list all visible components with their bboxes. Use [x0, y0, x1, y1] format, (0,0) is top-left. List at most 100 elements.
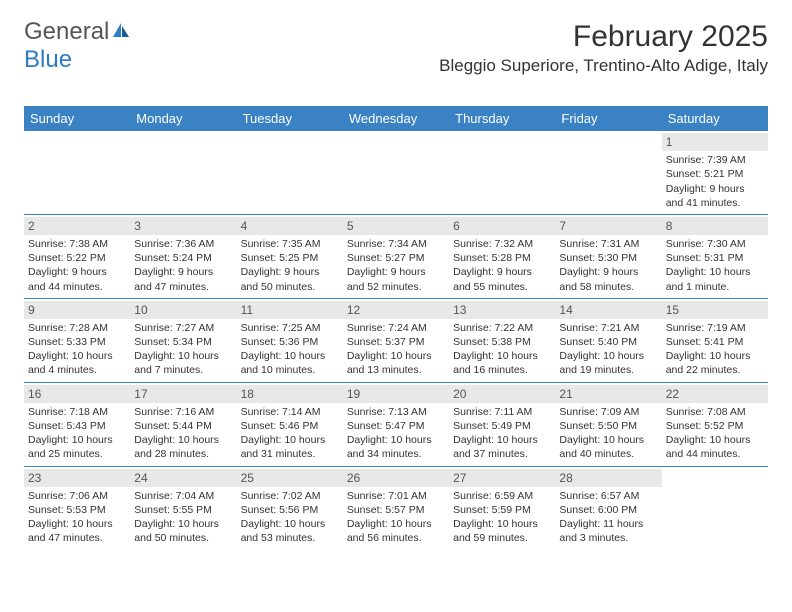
- day-cell: 22Sunrise: 7:08 AMSunset: 5:52 PMDayligh…: [662, 383, 768, 466]
- sunset-text: Sunset: 5:41 PM: [666, 335, 764, 349]
- sunset-text: Sunset: 5:43 PM: [28, 419, 126, 433]
- day-header: Wednesday: [343, 106, 449, 131]
- day-cell: 19Sunrise: 7:13 AMSunset: 5:47 PMDayligh…: [343, 383, 449, 466]
- daylight2-text: and 40 minutes.: [559, 447, 657, 461]
- daylight1-text: Daylight: 10 hours: [666, 433, 764, 447]
- sunrise-text: Sunrise: 7:28 AM: [28, 321, 126, 335]
- day-number: 24: [130, 469, 236, 487]
- day-number: 6: [449, 217, 555, 235]
- logo: General: [24, 20, 131, 44]
- title-block: February 2025 Bleggio Superiore, Trentin…: [439, 20, 768, 76]
- day-number: 20: [449, 385, 555, 403]
- empty-cell: [24, 131, 130, 214]
- sunrise-text: Sunrise: 7:02 AM: [241, 489, 339, 503]
- daylight2-text: and 56 minutes.: [347, 531, 445, 545]
- daylight1-text: Daylight: 10 hours: [453, 517, 551, 531]
- sunset-text: Sunset: 5:25 PM: [241, 251, 339, 265]
- sunrise-text: Sunrise: 7:30 AM: [666, 237, 764, 251]
- daylight1-text: Daylight: 9 hours: [666, 182, 764, 196]
- day-number: 4: [237, 217, 343, 235]
- day-cell: 20Sunrise: 7:11 AMSunset: 5:49 PMDayligh…: [449, 383, 555, 466]
- calendar: Sunday Monday Tuesday Wednesday Thursday…: [24, 106, 768, 549]
- sunrise-text: Sunrise: 7:38 AM: [28, 237, 126, 251]
- day-number: 12: [343, 301, 449, 319]
- sunset-text: Sunset: 5:47 PM: [347, 419, 445, 433]
- sunset-text: Sunset: 5:57 PM: [347, 503, 445, 517]
- week-row: 23Sunrise: 7:06 AMSunset: 5:53 PMDayligh…: [24, 466, 768, 550]
- sunrise-text: Sunrise: 7:09 AM: [559, 405, 657, 419]
- day-header: Monday: [130, 106, 236, 131]
- day-number: 23: [24, 469, 130, 487]
- day-cell: 17Sunrise: 7:16 AMSunset: 5:44 PMDayligh…: [130, 383, 236, 466]
- daylight1-text: Daylight: 9 hours: [28, 265, 126, 279]
- daylight1-text: Daylight: 10 hours: [559, 349, 657, 363]
- day-cell: 26Sunrise: 7:01 AMSunset: 5:57 PMDayligh…: [343, 467, 449, 550]
- day-number: 7: [555, 217, 661, 235]
- week-row: 2Sunrise: 7:38 AMSunset: 5:22 PMDaylight…: [24, 214, 768, 298]
- sunset-text: Sunset: 5:44 PM: [134, 419, 232, 433]
- daylight1-text: Daylight: 10 hours: [666, 265, 764, 279]
- day-cell: 23Sunrise: 7:06 AMSunset: 5:53 PMDayligh…: [24, 467, 130, 550]
- daylight2-text: and 59 minutes.: [453, 531, 551, 545]
- sunrise-text: Sunrise: 7:16 AM: [134, 405, 232, 419]
- sunset-text: Sunset: 5:55 PM: [134, 503, 232, 517]
- daylight2-text: and 34 minutes.: [347, 447, 445, 461]
- daylight1-text: Daylight: 10 hours: [28, 517, 126, 531]
- sunset-text: Sunset: 5:33 PM: [28, 335, 126, 349]
- sunrise-text: Sunrise: 7:36 AM: [134, 237, 232, 251]
- sunset-text: Sunset: 5:22 PM: [28, 251, 126, 265]
- day-header-row: Sunday Monday Tuesday Wednesday Thursday…: [24, 106, 768, 131]
- day-number: 17: [130, 385, 236, 403]
- daylight1-text: Daylight: 10 hours: [28, 349, 126, 363]
- sunrise-text: Sunrise: 7:32 AM: [453, 237, 551, 251]
- day-number: 14: [555, 301, 661, 319]
- daylight2-text: and 47 minutes.: [28, 531, 126, 545]
- daylight1-text: Daylight: 10 hours: [347, 349, 445, 363]
- sunrise-text: Sunrise: 7:08 AM: [666, 405, 764, 419]
- daylight1-text: Daylight: 11 hours: [559, 517, 657, 531]
- logo-sail-icon: [111, 20, 131, 44]
- sunrise-text: Sunrise: 7:19 AM: [666, 321, 764, 335]
- sunrise-text: Sunrise: 7:14 AM: [241, 405, 339, 419]
- day-cell: 10Sunrise: 7:27 AMSunset: 5:34 PMDayligh…: [130, 299, 236, 382]
- day-number: 5: [343, 217, 449, 235]
- sunset-text: Sunset: 5:30 PM: [559, 251, 657, 265]
- daylight2-text: and 37 minutes.: [453, 447, 551, 461]
- daylight1-text: Daylight: 10 hours: [241, 349, 339, 363]
- day-cell: 27Sunrise: 6:59 AMSunset: 5:59 PMDayligh…: [449, 467, 555, 550]
- day-number: 15: [662, 301, 768, 319]
- day-number: 19: [343, 385, 449, 403]
- day-number: 9: [24, 301, 130, 319]
- month-title: February 2025: [439, 20, 768, 54]
- day-cell: 2Sunrise: 7:38 AMSunset: 5:22 PMDaylight…: [24, 215, 130, 298]
- sunset-text: Sunset: 5:53 PM: [28, 503, 126, 517]
- sunset-text: Sunset: 5:36 PM: [241, 335, 339, 349]
- daylight2-text: and 41 minutes.: [666, 196, 764, 210]
- daylight2-text: and 55 minutes.: [453, 280, 551, 294]
- sunset-text: Sunset: 5:21 PM: [666, 167, 764, 181]
- daylight1-text: Daylight: 10 hours: [134, 349, 232, 363]
- sunrise-text: Sunrise: 6:57 AM: [559, 489, 657, 503]
- daylight2-text: and 4 minutes.: [28, 363, 126, 377]
- daylight1-text: Daylight: 10 hours: [241, 517, 339, 531]
- sunset-text: Sunset: 5:50 PM: [559, 419, 657, 433]
- sunrise-text: Sunrise: 7:35 AM: [241, 237, 339, 251]
- daylight2-text: and 53 minutes.: [241, 531, 339, 545]
- week-row: 1Sunrise: 7:39 AMSunset: 5:21 PMDaylight…: [24, 131, 768, 214]
- sunset-text: Sunset: 5:46 PM: [241, 419, 339, 433]
- sunset-text: Sunset: 5:40 PM: [559, 335, 657, 349]
- sunrise-text: Sunrise: 7:01 AM: [347, 489, 445, 503]
- daylight1-text: Daylight: 9 hours: [347, 265, 445, 279]
- day-cell: 13Sunrise: 7:22 AMSunset: 5:38 PMDayligh…: [449, 299, 555, 382]
- daylight2-text: and 22 minutes.: [666, 363, 764, 377]
- empty-cell: [449, 131, 555, 214]
- daylight1-text: Daylight: 10 hours: [347, 517, 445, 531]
- daylight1-text: Daylight: 9 hours: [134, 265, 232, 279]
- day-cell: 28Sunrise: 6:57 AMSunset: 6:00 PMDayligh…: [555, 467, 661, 550]
- sunrise-text: Sunrise: 7:04 AM: [134, 489, 232, 503]
- sunset-text: Sunset: 5:27 PM: [347, 251, 445, 265]
- daylight1-text: Daylight: 10 hours: [453, 349, 551, 363]
- sunrise-text: Sunrise: 7:24 AM: [347, 321, 445, 335]
- empty-cell: [130, 131, 236, 214]
- day-cell: 12Sunrise: 7:24 AMSunset: 5:37 PMDayligh…: [343, 299, 449, 382]
